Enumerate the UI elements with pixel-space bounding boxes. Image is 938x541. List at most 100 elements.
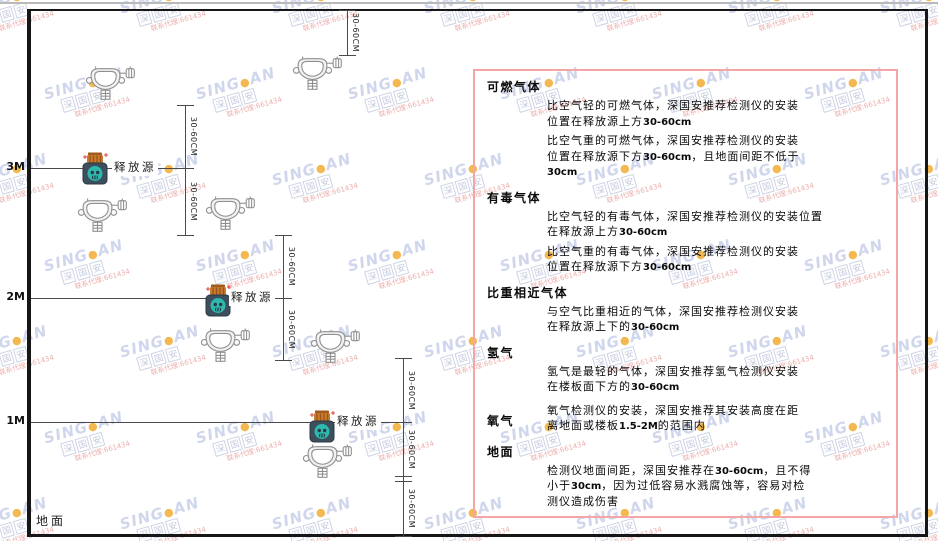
section-paragraph: 比空气重的可燃气体，深国安推荐检测仪的安装 位置在释放源下方30-60cm，且地面… bbox=[547, 134, 883, 181]
dimension-tick bbox=[275, 298, 292, 299]
gas-detector-icon bbox=[77, 198, 127, 232]
dimension-label-text: 30-60CM bbox=[407, 370, 417, 410]
panel-section: 地面检测仪地面间距，深国安推荐在30-60cm，且不得 小于30cm，因为过低容易… bbox=[487, 443, 883, 511]
gas-detector-icon bbox=[302, 444, 352, 478]
dimension-label: 30-60CM bbox=[349, 1, 363, 65]
section-heading: 比重相近气体 bbox=[487, 285, 569, 300]
gas-detector-icon bbox=[200, 328, 250, 362]
dimension-line bbox=[185, 105, 186, 235]
section-heading: 氢气 bbox=[487, 345, 515, 360]
section-heading: 有毒气体 bbox=[487, 190, 542, 205]
section-paragraph: 比空气轻的可燃气体，深国安推荐检测仪的安装 位置在释放源上方30-60cm bbox=[547, 99, 883, 130]
dimension-label: 30-60CM bbox=[405, 477, 419, 541]
gas-detector-icon bbox=[310, 329, 360, 363]
section-paragraph: 氢气是最轻的气体，深国安推荐氢气检测仪安装 在楼板面下方的30-60cm bbox=[547, 365, 883, 396]
paragraph-line: 30cm bbox=[547, 167, 578, 178]
height-label: 3M bbox=[6, 160, 25, 173]
dimension-label: 30-60CM bbox=[285, 297, 299, 361]
section-paragraph: 氧气检测仪的安装，深国安推荐其安装高度在距 离地面或楼板1.5-2M的范围内 bbox=[547, 404, 883, 435]
height-label: 1M bbox=[6, 414, 25, 427]
dimension-label: 30-60CM bbox=[285, 235, 299, 299]
gas-detector bbox=[309, 329, 361, 370]
dimension-label-text: 30-60CM bbox=[287, 246, 297, 287]
section-paragraph: 检测仪地面间距，深国安推荐在30-60cm，且不得 小于30cm，因为过低容易水溅… bbox=[547, 464, 883, 511]
dimension-tick bbox=[177, 168, 194, 169]
panel-section: 氧气 氧气检测仪的安装，深国安推荐其安装高度在距 离地面或楼板1.5-2M的范围内 bbox=[487, 404, 883, 435]
dimension-label: 30-60CM bbox=[405, 358, 419, 422]
top-edge-line bbox=[0, 2, 938, 4]
paragraph-line: 离地面或楼板1.5-2M的范围内 bbox=[547, 420, 706, 432]
height-reference-line bbox=[31, 422, 403, 423]
paragraph-line: 氧气检测仪的安装，深国安推荐其安装高度在距 bbox=[547, 404, 799, 417]
release-source-label: 释放源 bbox=[229, 290, 275, 306]
paragraph-line: 与空气比重相近的气体，深国安推荐检测仪安装 bbox=[547, 305, 799, 318]
release-source-icon bbox=[309, 410, 335, 443]
height-label: 2M bbox=[6, 290, 25, 303]
panel-section: 有毒气体 比空气轻的有毒气体，深国安推荐检测仪的安装位置 在释放源上方30-60cm… bbox=[487, 189, 883, 276]
paragraph-line: 比空气重的可燃气体，深国安推荐检测仪的安装 bbox=[547, 135, 799, 147]
section-paragraph: 与空气比重相近的气体，深国安推荐检测仪安装 在释放源上下的30-60cm bbox=[547, 305, 883, 336]
gas-detector bbox=[301, 444, 353, 485]
release-source bbox=[307, 408, 337, 449]
dimension-tick bbox=[395, 481, 412, 482]
dimension-line bbox=[347, 10, 348, 55]
dimension-tick bbox=[395, 422, 412, 423]
dimension-label-text: 30-60CM bbox=[407, 429, 417, 469]
panel-section: 氢气氢气是最轻的气体，深国安推荐氢气检测仪安装 在楼板面下方的30-60cm bbox=[487, 344, 883, 396]
left-wall-line bbox=[27, 9, 31, 537]
dimension-label-text: 30-60CM bbox=[287, 309, 297, 349]
height-reference-line bbox=[31, 298, 283, 299]
gas-detector-icon bbox=[205, 196, 255, 230]
section-paragraph: 比空气轻的有毒气体，深国安推荐检测仪的安装位置 在释放源上方30-60cm bbox=[547, 210, 883, 241]
panel-section: 比重相近气体与空气比重相近的气体，深国安推荐检测仪安装 在释放源上下的30-60c… bbox=[487, 284, 883, 336]
paragraph-line: 位置在释放源上方30-60cm bbox=[547, 115, 692, 128]
ground-label: 地面 bbox=[36, 514, 67, 528]
dimension-label-text: 30-60CM bbox=[351, 12, 361, 53]
paragraph-line: 位置在释放源下方30-60cm，且地面间距不低于 bbox=[547, 150, 800, 163]
dimension-tick bbox=[275, 360, 292, 361]
dimension-tick bbox=[177, 235, 194, 236]
right-wall-line bbox=[925, 9, 928, 537]
section-heading: 氧气 bbox=[487, 413, 515, 428]
gas-detector bbox=[76, 198, 128, 239]
dimension-label: 30-60CM bbox=[187, 170, 201, 234]
paragraph-line: 检测仪地面间距，深国安推荐在30-60cm，且不得 bbox=[547, 464, 812, 477]
section-heading: 地面 bbox=[487, 444, 515, 459]
dimension-tick bbox=[395, 476, 412, 477]
dimension-tick bbox=[339, 10, 356, 11]
dimension-tick bbox=[339, 55, 356, 56]
paragraph-line: 在楼板面下方的30-60cm bbox=[547, 381, 680, 393]
paragraph-line: 比空气重的有毒气体，深国安推荐检测仪的安装 bbox=[547, 245, 799, 258]
dimension-label: 30-60CM bbox=[187, 105, 201, 169]
ground-line bbox=[27, 534, 928, 537]
release-source bbox=[80, 150, 110, 191]
release-source-icon bbox=[82, 152, 108, 185]
dimension-tick bbox=[395, 358, 412, 359]
paragraph-line: 小于30cm，因为过低容易水溅腐蚀等，容易对检 bbox=[547, 480, 806, 492]
paragraph-line: 比空气轻的可燃气体，深国安推荐检测仪的安装 bbox=[547, 100, 799, 112]
dimension-label-text: 30-60CM bbox=[189, 116, 199, 157]
paragraph-line: 在释放源上下的30-60cm bbox=[547, 321, 680, 333]
section-heading: 可燃气体 bbox=[487, 80, 542, 94]
dimension-label: 30-60CM bbox=[405, 417, 419, 481]
paragraph-line: 比空气轻的有毒气体，深国安推荐检测仪的安装位置 bbox=[547, 210, 823, 223]
gas-detector bbox=[204, 196, 256, 237]
gas-detector-icon bbox=[85, 66, 135, 100]
height-reference-line bbox=[31, 168, 185, 169]
gas-detector bbox=[84, 66, 136, 107]
release-source-label: 释放源 bbox=[112, 160, 158, 176]
dimension-label-text: 30-60CM bbox=[407, 488, 417, 529]
section-paragraph: 比空气重的有毒气体，深国安推荐检测仪的安装 位置在释放源下方30-60cm bbox=[547, 245, 883, 276]
dimension-line bbox=[283, 235, 284, 360]
gas-detector bbox=[291, 56, 343, 97]
dimension-label-text: 30-60CM bbox=[189, 181, 199, 222]
release-source-label: 释放源 bbox=[335, 414, 381, 430]
dimension-tick bbox=[395, 536, 412, 537]
dimension-line bbox=[403, 358, 404, 536]
paragraph-line: 在释放源上方30-60cm bbox=[547, 226, 668, 238]
panel-section: 可燃气体 比空气轻的可燃气体，深国安推荐检测仪的安装 位置在释放源上方30-60cm… bbox=[487, 78, 883, 181]
release-source-icon bbox=[205, 284, 231, 317]
gas-detector-icon bbox=[292, 56, 342, 90]
